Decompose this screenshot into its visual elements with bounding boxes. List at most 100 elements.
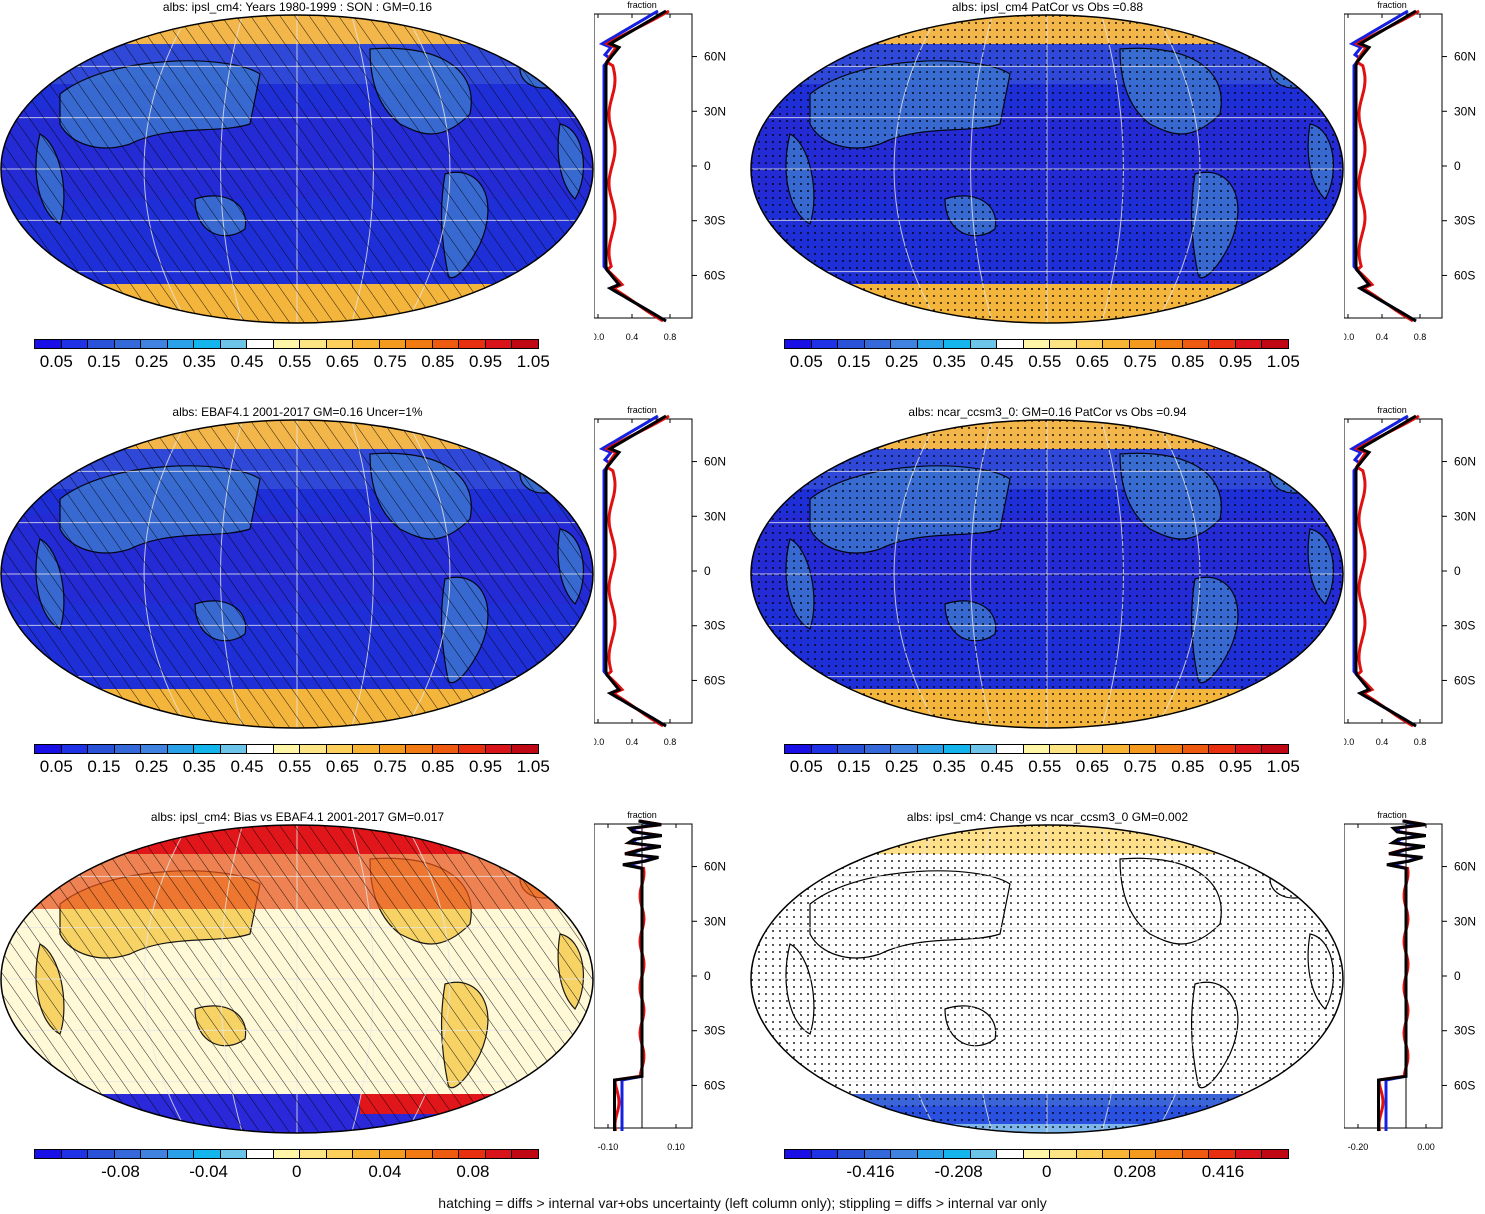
colorbar-label: 0.35 [932,757,966,776]
colorbar-swatch [219,744,247,754]
colorbar-swatch [272,744,300,754]
profile-title: fraction [627,405,657,415]
colorbar-swatch [484,339,512,349]
colorbar-label: 0.95 [469,352,503,371]
map-panel-4: albs: ncar_ccsm3_0: GM=0.16 PatCor vs Ob… [750,405,1485,809]
colorbar-label: 0.35 [182,757,216,776]
colorbar-swatch [246,339,274,349]
colorbar-label: 0.05 [789,352,823,371]
colorbar-swatch [511,744,539,754]
panel-title: albs: EBAF4.1 2001-2017 GM=0.16 Uncer=1% [172,405,423,419]
colorbar-swatch [87,339,115,349]
profile-line [613,819,662,1131]
colorbar-swatch [863,339,891,349]
profile-ytick: 0 [1454,969,1461,983]
colorbar-swatch [60,1149,88,1159]
profile-line [1354,414,1417,728]
profile-ytick: 30N [704,509,726,523]
colorbar-swatch [87,1149,115,1159]
profile-xtick: 0.4 [1376,332,1389,342]
colorbar-label: 0.65 [325,352,359,371]
colorbar-label: 0.55 [278,352,312,371]
colorbar-swatch [378,1149,406,1159]
colorbar-swatch [193,744,221,754]
profile-ytick: 60S [704,1078,725,1092]
profile-line [603,9,670,323]
map-panel-3: albs: EBAF4.1 2001-2017 GM=0.16 Uncer=1%… [0,405,742,809]
panel-title: albs: ipsl_cm4: Change vs ncar_ccsm3_0 G… [906,810,1189,824]
colorbar-label: 0.55 [1028,352,1062,371]
colorbar-swatch [484,744,512,754]
colorbar-swatch [458,744,486,754]
colorbar-swatch [1075,1149,1103,1159]
profile-xtick: -0.10 [598,1142,619,1152]
colorbar-swatch [1022,744,1050,754]
profile-ytick: 30S [704,619,725,633]
zonal-mean-profile: fraction 60N 30N 0 30S 60S -0.10 0.10 [594,810,726,1152]
profile-ytick: 0 [704,969,711,983]
profile-title: fraction [627,810,657,820]
colorbar-swatch [1208,339,1236,349]
colorbar-label: 1.05 [516,352,550,371]
colorbar-swatch [784,1149,812,1159]
profile-xtick: 0.4 [626,737,639,747]
colorbar-swatch [969,1149,997,1159]
colorbar-label: -0.04 [189,1162,228,1181]
profile-xtick: 0.4 [626,332,639,342]
profile-ytick: 30N [1454,914,1476,928]
colorbar-swatch [219,339,247,349]
colorbar-swatch [1155,744,1183,754]
colorbar-label: 0.15 [837,757,871,776]
colorbar-label: 0.15 [87,352,121,371]
colorbar [34,1149,539,1159]
colorbar-swatch [1022,1149,1050,1159]
world-map [750,419,1344,729]
colorbar-swatch [1128,1149,1156,1159]
colorbar-swatch [863,1149,891,1159]
colorbar-swatch [458,339,486,349]
colorbar-swatch [272,339,300,349]
colorbar-swatch [484,1149,512,1159]
colorbar-swatch [916,1149,944,1159]
colorbar-swatch [916,339,944,349]
profile-line [1377,819,1426,1131]
colorbar-swatch [1102,744,1130,754]
colorbar-swatch [1208,744,1236,754]
profile-line [1354,9,1417,323]
colorbar-swatch [325,1149,353,1159]
colorbar-swatch [166,744,194,754]
colorbar-swatch [1208,1149,1236,1159]
colorbar-swatch [969,744,997,754]
colorbar-label: 0.05 [39,352,73,371]
profile-ytick: 60S [1454,673,1475,687]
profile-xtick: 0.4 [1376,737,1389,747]
world-map [0,824,594,1134]
colorbar-swatch [193,1149,221,1159]
profile-ytick: 60N [704,455,726,469]
colorbar-swatch [431,1149,459,1159]
colorbar [34,744,539,754]
colorbar-label: 0.75 [373,352,407,371]
colorbar-swatch [810,1149,838,1159]
profile-ytick: 60N [1454,860,1476,874]
zonal-mean-profile: fraction 60N 30N 0 30S 60S 0.0 0.4 0.8 [1344,0,1476,342]
colorbar-swatch [1102,339,1130,349]
colorbar [34,339,539,349]
colorbar-label: 0.45 [980,352,1014,371]
colorbar-swatch [272,1149,300,1159]
colorbar-label: 0.208 [1113,1162,1157,1181]
panel-title: albs: ipsl_cm4: Bias vs EBAF4.1 2001-201… [150,810,445,824]
panel-title: albs: ipsl_cm4 PatCor vs Obs =0.88 [951,0,1144,14]
colorbar-swatch [87,744,115,754]
colorbar-swatch [837,1149,865,1159]
world-map [0,14,594,324]
colorbar-swatch [405,744,433,754]
colorbar-swatch [431,744,459,754]
profile-ytick: 30N [704,914,726,928]
profile-ytick: 30S [1454,619,1475,633]
colorbar-swatch [299,1149,327,1159]
colorbar-label: 0.65 [1075,352,1109,371]
colorbar-label: 0.45 [230,352,264,371]
profile-ytick: 0 [704,564,711,578]
map-panel-5: albs: ipsl_cm4: Bias vs EBAF4.1 2001-201… [0,810,742,1214]
